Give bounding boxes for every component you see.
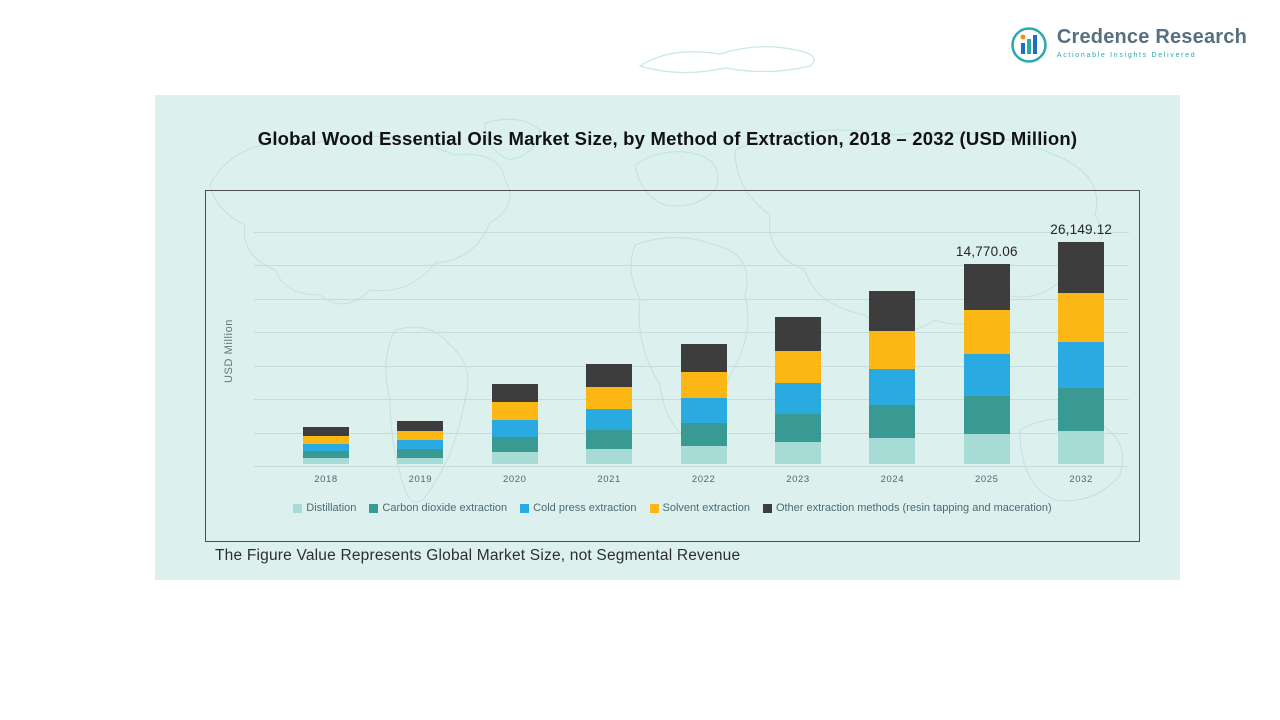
segment-other xyxy=(775,317,821,351)
segment-other xyxy=(397,421,444,431)
legend-swatch xyxy=(762,503,772,513)
gridline xyxy=(254,265,1129,266)
segment-solvent xyxy=(1058,293,1105,342)
map-outline-decoration xyxy=(638,46,815,74)
legend-label: Cold press extraction xyxy=(533,502,637,514)
segment-cold xyxy=(586,409,633,430)
legend-item: Cold press extraction xyxy=(520,502,637,514)
x-axis-tick-2032: 2032 xyxy=(1069,474,1093,485)
credence-research-logo: Credence Research Actionable Insights De… xyxy=(1010,26,1247,64)
legend-label: Carbon dioxide extraction xyxy=(382,502,508,514)
logo-tagline: Actionable Insights Delivered xyxy=(1056,52,1197,59)
legend-swatch xyxy=(369,503,379,513)
segment-solvent xyxy=(303,435,349,444)
stacked-bar-2022 xyxy=(680,344,727,464)
stacked-bar-2018 xyxy=(303,427,349,464)
segment-cold xyxy=(775,383,821,414)
bar-chart-logo-icon xyxy=(1011,27,1047,63)
chart-legend: Distillation Carbon dioxide extraction Col… xyxy=(206,502,1139,514)
legend-label: Distillation xyxy=(306,502,357,514)
stacked-bar-2020 xyxy=(491,384,538,464)
data-label-2025: 14,770.06 xyxy=(955,244,1018,259)
legend-item: Other extraction methods (resin tapping … xyxy=(762,502,1052,514)
chart-title: Global Wood Essential Oils Market Size, … xyxy=(257,128,1078,149)
segment-other xyxy=(491,384,538,403)
segment-other xyxy=(869,291,916,331)
segment-cold xyxy=(680,397,727,424)
segment-solvent xyxy=(397,430,444,441)
segment-carbon xyxy=(869,405,916,439)
stacked-bar-2021 xyxy=(586,364,633,464)
legend-item: Carbon dioxide extraction xyxy=(369,502,507,514)
segment-other xyxy=(586,364,633,387)
chart-frame: USD Million 2018 2019 2020 2021 2022 2023 2024… xyxy=(205,190,1140,542)
segment-carbon xyxy=(397,449,444,458)
legend-item: Solvent extraction xyxy=(649,502,750,514)
segment-other xyxy=(1058,242,1105,294)
segment-carbon xyxy=(303,451,349,459)
segment-carbon xyxy=(491,436,538,452)
segment-distillation xyxy=(775,441,821,464)
segment-distillation xyxy=(303,458,349,464)
gridline xyxy=(254,231,1129,233)
x-axis-tick-2023: 2023 xyxy=(786,474,810,485)
segment-distillation xyxy=(869,438,916,464)
segment-distillation xyxy=(1058,430,1105,464)
x-axis-tick-2025: 2025 xyxy=(975,474,999,485)
plot-area: 2018 2019 2020 2021 2022 2023 2024 2025 2032 14,7… xyxy=(206,191,1139,541)
segment-other xyxy=(680,344,727,372)
x-axis-tick-2019: 2019 xyxy=(408,474,433,485)
x-axis-tick-2020: 2020 xyxy=(503,474,527,485)
world-map-background xyxy=(209,118,1123,503)
stacked-bar-2032 xyxy=(1058,242,1105,464)
segment-carbon xyxy=(680,423,727,446)
legend-label: Other extraction methods (resin tapping … xyxy=(775,502,1052,514)
data-label-2032: 26,149.12 xyxy=(1050,222,1113,237)
logo-company-name: Credence Research xyxy=(1056,26,1247,48)
segment-cold xyxy=(1058,341,1105,389)
legend-label: Solvent extraction xyxy=(662,502,750,514)
segment-other xyxy=(303,427,349,436)
segment-distillation xyxy=(586,449,633,464)
x-axis-tick-2018: 2018 xyxy=(314,474,338,485)
stacked-bar-2025 xyxy=(963,264,1010,464)
segment-cold xyxy=(303,443,349,452)
legend-swatch xyxy=(293,503,303,513)
segment-cold xyxy=(869,368,916,406)
segment-cold xyxy=(491,419,538,437)
stacked-bar-2019 xyxy=(397,421,444,464)
segment-carbon xyxy=(586,430,633,449)
footnote: The Figure Value Represents Global Marke… xyxy=(215,547,741,564)
legend-swatch xyxy=(649,503,659,513)
segment-carbon xyxy=(775,413,821,442)
stacked-bar-2024 xyxy=(869,291,916,464)
segment-solvent xyxy=(869,330,916,369)
segment-distillation xyxy=(491,451,538,464)
legend-swatch xyxy=(520,503,530,513)
stacked-bar-2023 xyxy=(775,317,821,464)
gridline xyxy=(254,332,1129,333)
segment-distillation xyxy=(963,434,1010,464)
chart-panel: Global Wood Essential Oils Market Size, … xyxy=(155,95,1180,580)
legend-item: Distillation xyxy=(293,502,356,514)
x-axis-tick-2021: 2021 xyxy=(597,474,621,485)
segment-solvent xyxy=(586,387,633,409)
segment-solvent xyxy=(680,371,727,398)
segment-distillation xyxy=(397,457,444,464)
segment-solvent xyxy=(775,350,821,384)
x-axis-tick-2022: 2022 xyxy=(691,474,716,485)
segment-carbon xyxy=(963,396,1010,434)
segment-distillation xyxy=(680,445,727,464)
segment-other xyxy=(963,264,1010,310)
x-axis-tick-2024: 2024 xyxy=(880,474,905,485)
gridline xyxy=(254,298,1129,300)
segment-carbon xyxy=(1058,388,1105,431)
segment-cold xyxy=(397,440,444,450)
segment-cold xyxy=(963,354,1010,396)
segment-solvent xyxy=(491,402,538,420)
gridline xyxy=(254,466,1129,467)
segment-solvent xyxy=(963,310,1010,354)
logo-text: Credence Research Actionable Insights De… xyxy=(1057,26,1247,59)
